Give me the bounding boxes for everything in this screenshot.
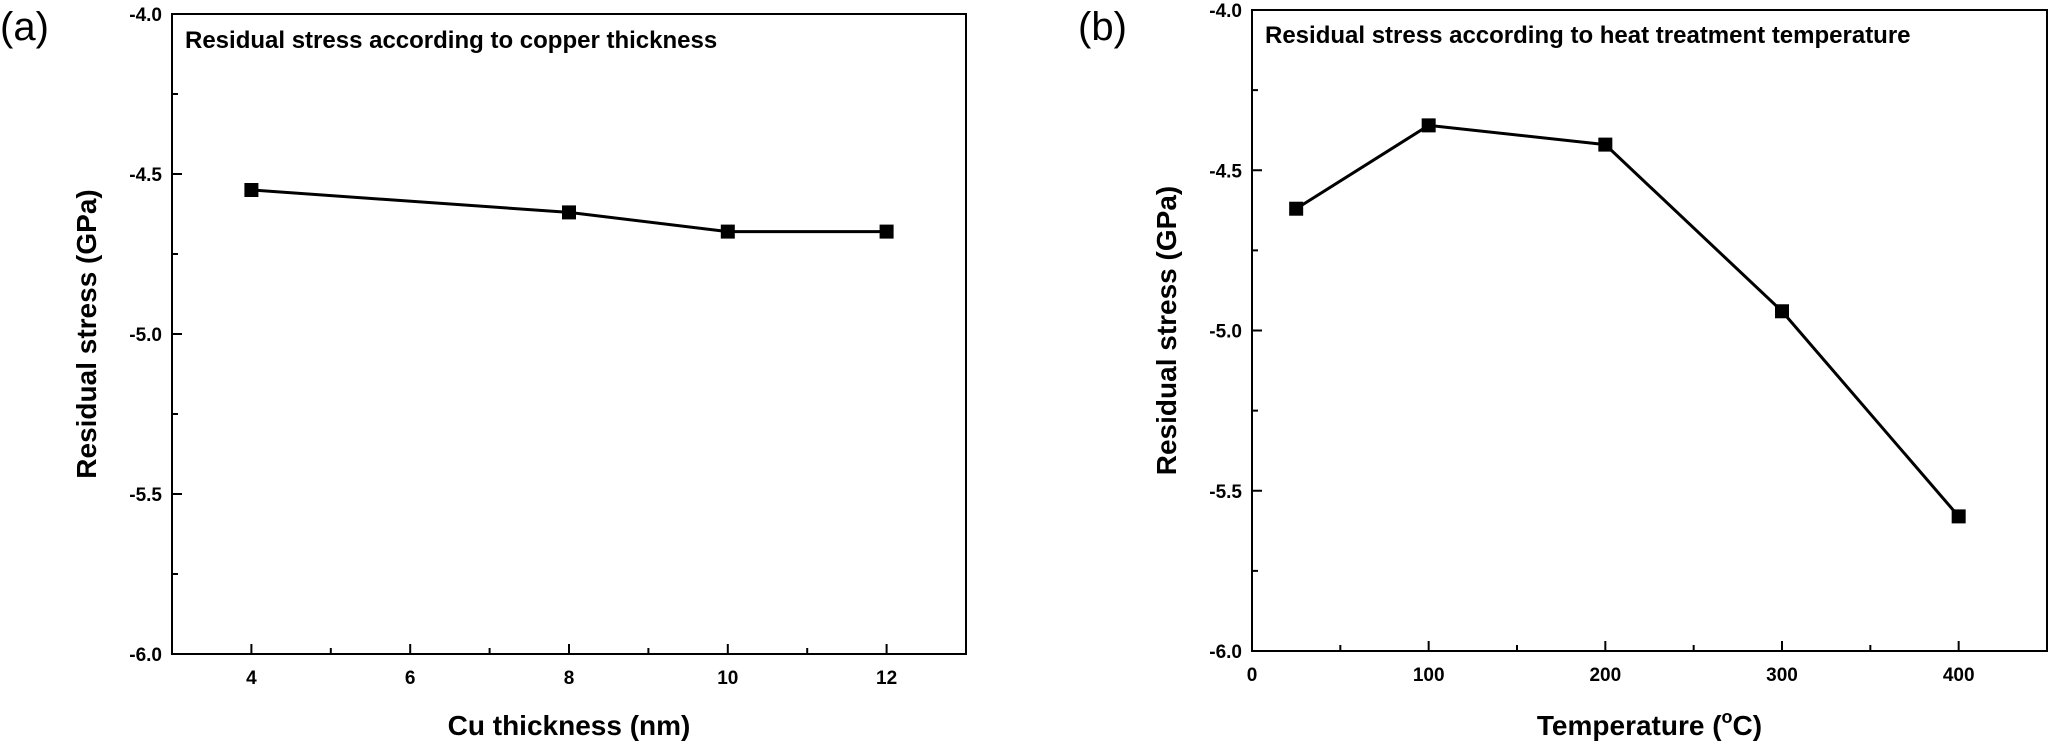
y-tick-label: -4.5 <box>1209 161 1242 182</box>
y-tick-label: -5.0 <box>1209 322 1242 343</box>
data-point-marker <box>244 183 259 197</box>
data-point-marker <box>1951 509 1966 524</box>
x-tick-label: 6 <box>405 668 416 689</box>
y-tick-label: -4.5 <box>129 165 162 186</box>
x-tick-label: 0 <box>1247 665 1258 686</box>
x-tick-label: 10 <box>717 668 738 689</box>
x-axis-title: Temperature (oC) <box>1537 707 1762 741</box>
x-tick-label: 12 <box>876 668 897 689</box>
y-tick-label: -4.0 <box>1209 1 1242 22</box>
x-tick-label: 200 <box>1589 665 1621 686</box>
chart-panel-b: (b) 0 100 200 300 400 -6.0 -5.5 -5.0 -4.5 -4.0 Resi… <box>1078 1 2048 741</box>
plot-frame <box>171 13 967 655</box>
y-tick-label: -5.5 <box>1209 482 1242 503</box>
data-point-marker <box>1421 118 1436 133</box>
chart-title: Residual stress according to heat treatm… <box>1265 22 1911 49</box>
x-tick-label: 300 <box>1766 665 1798 686</box>
y-tick-label: -6.0 <box>1209 642 1242 663</box>
data-point-marker <box>1289 201 1304 216</box>
degree-superscript: o <box>1722 707 1733 727</box>
chart-title: Residual stress according to copper thic… <box>185 27 717 54</box>
x-tick-label: 100 <box>1413 665 1445 686</box>
chart-panel-a: (a) 4 6 8 10 12 -6.0 -5.5 -5.0 -4.5 -4.0 Residual s… <box>0 5 967 741</box>
data-point-marker <box>562 205 576 220</box>
data-point-marker <box>1598 137 1613 152</box>
x-tick-label: 8 <box>564 668 575 689</box>
data-point-marker <box>1775 304 1789 319</box>
data-point-marker <box>720 224 735 239</box>
y-tick-label: -6.0 <box>129 645 162 666</box>
y-tick-label: -5.0 <box>129 325 162 346</box>
y-axis-title: Residual stress (GPa) <box>71 189 102 478</box>
data-point-marker <box>879 224 894 239</box>
x-tick-label: 400 <box>1943 665 1975 686</box>
x-tick-label: 4 <box>246 668 257 689</box>
series-line <box>251 188 887 234</box>
panel-label: (a) <box>0 5 49 49</box>
x-axis-title: Cu thickness (nm) <box>448 710 691 741</box>
x-axis-title-text: Temperature ( <box>1537 710 1722 741</box>
panel-label: (b) <box>1078 5 1127 49</box>
series-line <box>1295 123 1960 518</box>
y-tick-label: -4.0 <box>129 5 162 26</box>
y-axis-title: Residual stress (GPa) <box>1151 186 1182 475</box>
y-tick-label: -5.5 <box>129 485 162 506</box>
x-axis-title-unit: C) <box>1733 710 1763 741</box>
plot-frame <box>1251 9 2048 652</box>
